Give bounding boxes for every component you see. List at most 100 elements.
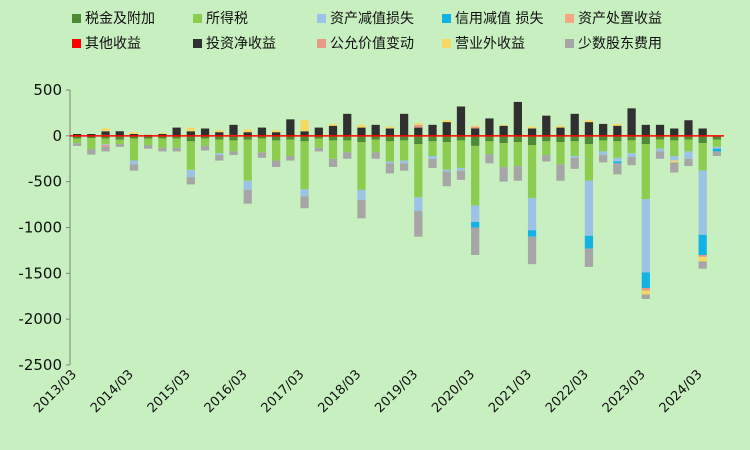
bar-segment bbox=[229, 135, 238, 141]
bar-segment bbox=[186, 169, 195, 178]
bar-segment bbox=[314, 138, 323, 148]
bar-segment bbox=[300, 120, 309, 132]
bar-segment bbox=[300, 189, 309, 197]
bar-segment bbox=[471, 135, 480, 146]
bar-segment bbox=[414, 127, 423, 136]
legend-swatch bbox=[317, 39, 326, 48]
bar-segment bbox=[72, 134, 82, 136]
legend-swatch bbox=[72, 14, 81, 23]
bar-segment bbox=[712, 139, 722, 147]
bar-segment bbox=[328, 158, 338, 167]
bar-segment bbox=[371, 124, 380, 136]
bar-segment bbox=[527, 135, 537, 145]
bar-segment bbox=[101, 138, 110, 145]
bar-segment bbox=[243, 180, 252, 190]
bar-segment bbox=[456, 167, 466, 171]
x-tick-label: 2022/03 bbox=[543, 367, 592, 416]
bar-segment bbox=[272, 140, 281, 161]
bar-segment bbox=[527, 230, 537, 237]
legend-swatch bbox=[72, 39, 81, 48]
bar-segment bbox=[698, 234, 707, 255]
bar-segment bbox=[115, 144, 124, 147]
bar-segment bbox=[485, 135, 494, 142]
y-tick-label: -2000 bbox=[18, 310, 62, 328]
bar-segment bbox=[385, 163, 395, 174]
bar-segment bbox=[570, 113, 579, 136]
legend-swatch bbox=[442, 14, 451, 23]
y-tick-label: 0 bbox=[52, 127, 62, 145]
bar-segment bbox=[229, 140, 238, 152]
bar-segment bbox=[613, 123, 622, 126]
bar-segment bbox=[115, 135, 124, 140]
bar-segment bbox=[158, 138, 167, 148]
bar-segment bbox=[613, 157, 622, 162]
bar-segment bbox=[570, 156, 579, 158]
bar-segment bbox=[87, 149, 96, 155]
bar-segment bbox=[584, 144, 594, 181]
bar-segment bbox=[627, 108, 636, 136]
bar-segment bbox=[371, 152, 380, 159]
bar-segment bbox=[343, 135, 352, 141]
bar-segment bbox=[87, 135, 96, 139]
bar-segment bbox=[698, 128, 707, 136]
bar-segment bbox=[584, 248, 594, 267]
bar-segment bbox=[655, 124, 665, 136]
bar-segment bbox=[456, 106, 466, 136]
y-tick-label: 500 bbox=[33, 81, 62, 99]
bar-segment bbox=[172, 135, 181, 139]
bar-segment bbox=[471, 222, 480, 228]
bar-segment bbox=[471, 145, 480, 206]
bar-segment bbox=[243, 132, 252, 136]
bar-segment bbox=[414, 123, 423, 125]
bar-segment bbox=[129, 132, 139, 134]
y-tick-label: -1500 bbox=[18, 264, 62, 282]
bar-segment bbox=[272, 132, 281, 136]
legend-swatch bbox=[565, 39, 574, 48]
bar-segment bbox=[471, 125, 480, 127]
bar-segment bbox=[215, 135, 224, 140]
bar-segment bbox=[670, 128, 679, 136]
bar-segment bbox=[72, 135, 82, 139]
bar-segment bbox=[599, 151, 608, 156]
bar-segment bbox=[399, 113, 409, 136]
bar-segment bbox=[129, 135, 139, 139]
bar-segment bbox=[328, 123, 338, 126]
bar-segment bbox=[314, 127, 323, 136]
bar-segment bbox=[655, 135, 665, 140]
bar-segment bbox=[584, 122, 594, 136]
bar-segment bbox=[399, 160, 409, 164]
bar-segment bbox=[414, 211, 423, 237]
bar-segment bbox=[399, 163, 409, 171]
bar-segment bbox=[87, 134, 96, 136]
bar-segment bbox=[272, 130, 281, 133]
x-tick-label: 2020/03 bbox=[429, 367, 478, 416]
bar-segment bbox=[286, 135, 295, 140]
bar-segment bbox=[442, 142, 451, 170]
bar-segment bbox=[698, 256, 707, 262]
bar-segment bbox=[684, 158, 693, 167]
bar-segment bbox=[670, 135, 679, 141]
legend-swatch bbox=[565, 14, 574, 23]
bar-segment bbox=[556, 125, 565, 128]
bar-segment bbox=[385, 126, 395, 129]
bar-segment bbox=[641, 272, 650, 288]
bar-segment bbox=[641, 144, 650, 200]
bar-segment bbox=[385, 128, 395, 136]
bar-segment bbox=[456, 135, 466, 141]
bar-segment bbox=[641, 124, 650, 136]
x-tick-label: 2017/03 bbox=[259, 367, 308, 416]
bar-segment bbox=[243, 189, 252, 204]
bar-segment bbox=[613, 161, 622, 164]
bar-segment bbox=[442, 171, 451, 187]
bar-segment bbox=[485, 118, 494, 136]
bar-segment bbox=[385, 161, 395, 164]
legend-label: 资产处置收益 bbox=[578, 11, 662, 27]
x-tick-label: 2019/03 bbox=[372, 367, 421, 416]
bar-segment bbox=[613, 135, 622, 142]
bar-segment bbox=[101, 135, 110, 139]
bar-segment bbox=[655, 148, 665, 152]
bar-segment bbox=[499, 124, 508, 126]
bar-segment bbox=[684, 139, 693, 152]
legend-label: 营业外收益 bbox=[455, 36, 525, 52]
